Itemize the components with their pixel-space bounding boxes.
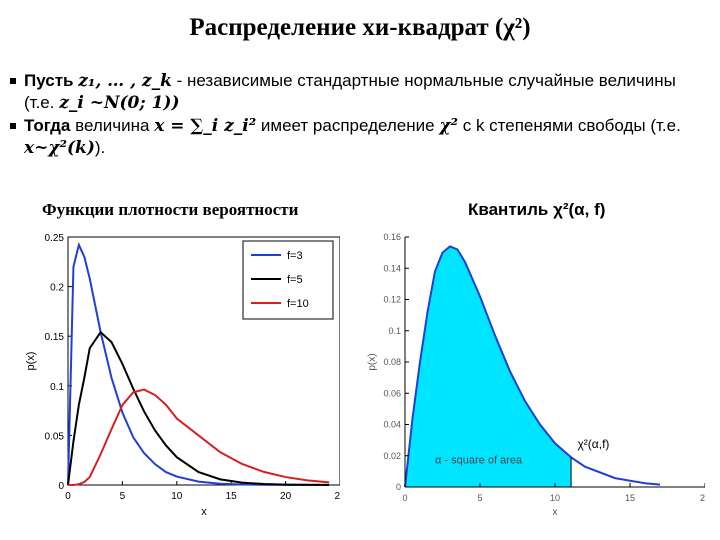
definition-text-4: с k степенями свободы (т.е. [462,116,681,135]
x-tick-label: 0 [402,493,407,503]
definition-text-2: величина [75,116,150,135]
quantile-annotation: χ²(α,f) [578,437,610,451]
x-tick-label: 10 [171,491,183,502]
math-sum: x = ∑_i z_i² [154,116,257,136]
y-tick-label: 0.08 [383,357,401,367]
density-curve [404,245,661,488]
x-tick-label: 25 [334,491,340,502]
quantile-chart: 0 5 10 15 20 0 0.02 0.04 0.06 0.08 0.1 0.12 0.14 0.16… [367,232,705,518]
x-axis-label: x [553,507,558,518]
math-vars: z₁, … , z_k [78,71,172,91]
x-tick-label: 15 [625,493,635,503]
density-label: Функции плотности вероятности [42,200,299,219]
y-axis-label: p(x) [25,352,37,371]
shaded-area [405,246,572,487]
legend-label-1: f=3 [287,250,303,262]
y-tick-label: 0.25 [45,233,65,244]
x-tick-label: 0 [65,491,71,502]
word-pusty: Пусть [24,71,74,90]
y-tick-label: 0.06 [383,388,401,398]
bullet-definition-1: Пусть z₁, … , z_k - независимые стандарт… [10,70,710,114]
definition-list: Пусть z₁, … , z_k - независимые стандарт… [10,70,710,160]
x-tick-label: 10 [550,493,560,503]
series-line-2 [67,330,330,486]
page-title: Распределение хи-квадрат (χ²) [189,14,531,41]
quantile-label: Квантиль χ²(α, f) [468,200,606,219]
x-tick-label: 20 [280,491,292,502]
y-tick-label: 0.04 [383,420,401,430]
y-tick-label: 0.1 [50,382,64,393]
definition-end: ). [94,138,106,157]
x-tick-label: 5 [477,493,482,503]
math-chi-k: x~χ²(k) [24,138,95,158]
x-tick-label: 20 [700,493,705,503]
y-tick-label: 0.16 [383,232,401,242]
x-tick-label: 5 [120,491,126,502]
definition-text-3: имеет распределение [260,116,435,135]
density-chart: 0 5 10 15 20 25 0 0.05 0.1 0.15 0.2 0.25 x p(x) f=3 f=5… [25,233,340,518]
x-tick-label: 15 [226,491,238,502]
x-axis-label: x [201,506,207,518]
math-normal: z_i ~N(0; 1)) [59,93,180,113]
y-tick-label: 0.1 [388,326,401,336]
y-tick-label: 0.12 [383,295,401,305]
area-annotation: α - square of area [435,455,523,467]
definition-text-1: - независимые стандартные нормальные слу… [24,71,676,112]
legend-label-3: f=10 [287,298,309,310]
y-tick-label: 0 [58,481,64,492]
y-tick-label: 0.15 [45,332,65,343]
word-togda: Тогда [24,116,71,135]
bullet-definition-2: Тогда величина x = ∑_i z_i² имеет распре… [10,115,710,159]
y-tick-label: 0.14 [383,263,401,273]
y-tick-label: 0 [396,482,401,492]
math-chi: χ² [439,116,458,136]
series-line-3 [68,388,330,486]
y-tick-label: 0.2 [50,283,64,294]
legend-label-2: f=5 [287,274,303,286]
y-tick-label: 0.02 [383,451,401,461]
y-tick-label: 0.05 [45,431,65,442]
y-axis-label: p(x) [367,353,378,370]
